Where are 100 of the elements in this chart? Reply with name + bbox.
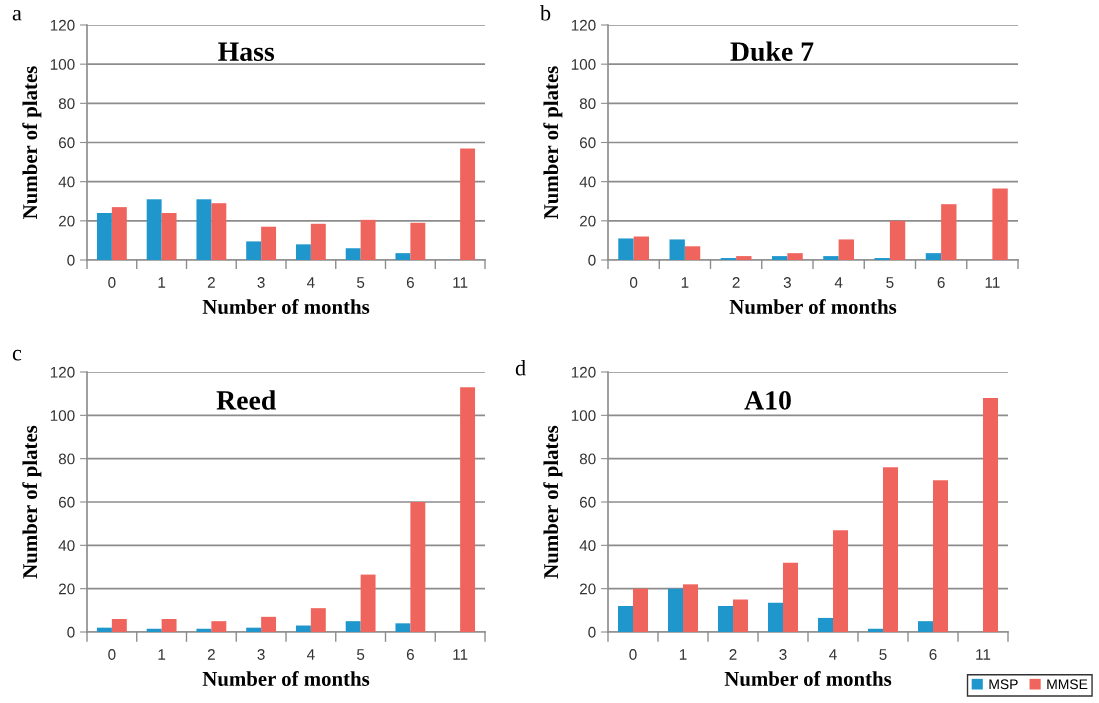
y-tick-label: 60 [58, 496, 75, 508]
x-axis-title: Number of months [202, 299, 370, 314]
y-tick-label: 80 [579, 453, 596, 465]
bar [360, 574, 376, 632]
text: a [12, 9, 22, 21]
x-tick-label: 2 [207, 649, 215, 660]
bar [261, 226, 277, 260]
bar [889, 220, 906, 260]
chart-title: Duke 7 [730, 41, 814, 62]
bar [823, 256, 839, 260]
bar [736, 256, 752, 260]
x-tick-label: 0 [108, 649, 116, 660]
x-tick-label: 4 [834, 277, 843, 288]
y-axis-title: Number of plates [543, 66, 563, 219]
x-tick-label: 3 [783, 277, 791, 288]
bar [684, 246, 701, 260]
bar [295, 244, 311, 260]
x-tick-label: 1 [679, 649, 687, 660]
bar [295, 625, 311, 632]
x-tick-label: 6 [406, 649, 414, 660]
bar [345, 621, 361, 632]
bar [883, 467, 898, 632]
bar [196, 199, 212, 260]
y-tick-label: 0 [588, 254, 596, 266]
bar [246, 241, 262, 260]
y-tick-label: 0 [67, 254, 75, 266]
y-tick-label: 20 [579, 215, 596, 227]
x-tick-label: 11 [985, 277, 1000, 288]
x-tick-label: 1 [681, 277, 689, 288]
bar [345, 248, 361, 260]
bar [683, 584, 698, 632]
text: c [12, 349, 22, 361]
y-tick-label: 20 [58, 215, 75, 227]
y-tick-label: 80 [58, 453, 75, 465]
x-tick-label: 11 [453, 649, 468, 660]
y-tick-label: 100 [571, 410, 596, 422]
bar [733, 599, 748, 632]
x-tick-label: 5 [356, 277, 365, 288]
x-tick-label: 11 [453, 277, 468, 288]
bar [787, 253, 803, 260]
bar [410, 502, 426, 632]
x-tick-label: 4 [306, 277, 315, 288]
x-tick-label: 6 [406, 277, 414, 288]
y-tick-label: 60 [579, 137, 596, 149]
y-tick-label: 60 [58, 137, 75, 149]
x-tick-label: 4 [829, 649, 837, 660]
legend-label: MMSE [1047, 679, 1088, 690]
bar [261, 616, 277, 632]
bar [246, 627, 262, 632]
bar [669, 239, 685, 260]
y-tick-label: 80 [58, 98, 75, 110]
x-tick-label: 0 [629, 649, 637, 660]
bar [310, 608, 326, 632]
y-tick-label: 40 [58, 540, 75, 552]
x-tick-label: 5 [356, 649, 365, 660]
x-tick-label: 5 [879, 649, 887, 660]
y-tick-label: 100 [571, 59, 596, 70]
y-tick-label: 40 [58, 176, 75, 188]
bar [818, 617, 833, 632]
x-tick-label: 2 [732, 277, 740, 288]
text: A10 [744, 391, 791, 410]
y-tick-label: 100 [50, 410, 75, 422]
y-tick-label: 40 [579, 540, 596, 552]
text: b [540, 4, 551, 21]
bar [96, 213, 112, 260]
x-tick-label: 2 [207, 277, 215, 288]
x-tick-label: 3 [779, 649, 787, 660]
bar [992, 188, 1008, 260]
bar [718, 606, 733, 632]
bar [933, 480, 948, 632]
y-axis-title: Number of plates [22, 66, 42, 219]
x-tick-label: 3 [257, 649, 265, 660]
bar [925, 253, 942, 260]
x-tick-label: 5 [886, 277, 894, 288]
y-tick-label: 80 [579, 98, 596, 110]
bar [772, 256, 788, 260]
bar [460, 387, 476, 632]
bar [211, 203, 227, 260]
y-tick-label: 20 [579, 583, 596, 595]
x-tick-label: 1 [158, 649, 166, 660]
x-tick-label: 11 [976, 649, 991, 660]
bar [833, 530, 848, 632]
bar [868, 628, 883, 632]
bar [633, 588, 648, 632]
bar [196, 628, 212, 632]
bar [618, 238, 634, 260]
text: Reed [216, 390, 276, 410]
bar [360, 219, 376, 260]
bar [668, 588, 683, 632]
bar [783, 562, 798, 632]
y-tick-label: 120 [571, 19, 596, 31]
bar [146, 199, 162, 260]
bar [211, 621, 227, 632]
x-tick-label: 1 [158, 277, 166, 288]
bar [618, 606, 633, 632]
bar [838, 239, 854, 260]
bar [111, 619, 127, 632]
bar [460, 148, 476, 260]
chart-title: Hass [218, 42, 275, 61]
x-axis-title: Number of months [202, 671, 370, 686]
